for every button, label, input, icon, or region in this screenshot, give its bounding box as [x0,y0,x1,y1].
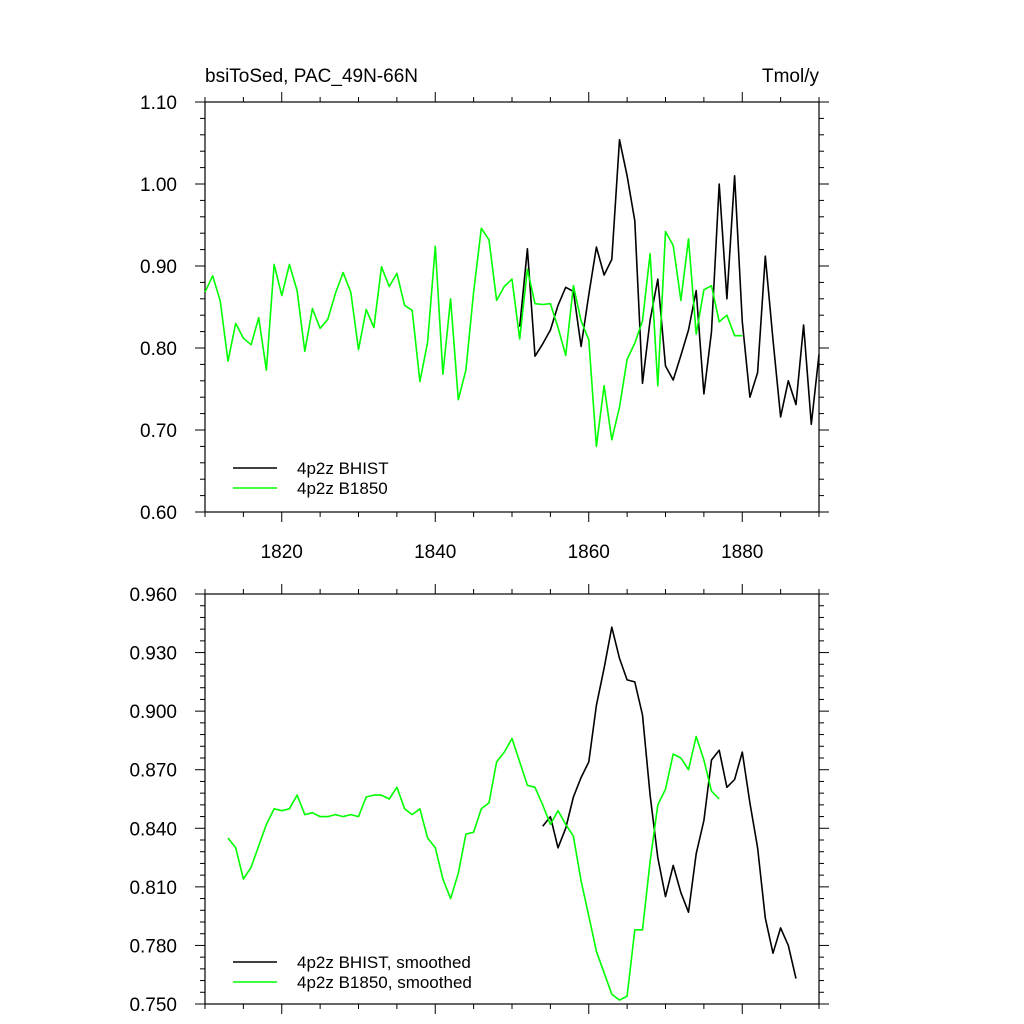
chart-panel-1: 0.60 0.70 0.80 0.90 1.00 1.10 1820 1840 1860 1880… [140,66,829,563]
legend-label: 4p2z BHIST [297,459,389,478]
chart-title: bsiToSed, PAC_49N-66N [205,66,418,87]
y-tick-label: 1.00 [140,175,177,196]
series-line-4p2z-b1850-smoothed [227,735,720,1001]
y-tick-label: 0.750 [129,995,177,1016]
series-line-4p2z-bhist [518,138,820,426]
y-tick-label: 0.840 [129,819,177,840]
series-line-4p2z-bhist-smoothed [542,626,797,979]
chart-panel-2: 0.750 0.780 0.810 0.840 0.870 0.900 0.930 0.960… [129,584,829,1016]
y-tick-label: 0.930 [129,644,177,665]
y-tick-label: 0.780 [129,936,177,957]
series-line-4p2z-b1850 [204,227,743,448]
y-tick-label: 0.90 [140,257,177,278]
x-tick-label: 1820 [261,542,303,563]
y-tick-label: 0.60 [140,503,177,524]
y-tick-label: 0.810 [129,878,177,899]
y-tick-label: 0.960 [129,585,177,606]
legend-label: 4p2z B1850 [297,479,388,498]
x-tick-label: 1880 [721,542,763,563]
plot-frame [204,593,820,1005]
y-tick-label: 0.900 [129,702,177,723]
y-tick-label: 0.70 [140,421,177,442]
legend-label: 4p2z B1850, smoothed [297,973,472,992]
x-tick-label: 1860 [568,542,610,563]
x-tick-label: 1840 [414,542,456,563]
plot-frame [204,101,820,513]
y-tick-label: 1.10 [140,93,177,114]
chart-units: Tmol/y [762,66,820,87]
y-tick-label: 0.80 [140,339,177,360]
legend-label: 4p2z BHIST, smoothed [297,953,471,972]
y-tick-label: 0.870 [129,761,177,782]
